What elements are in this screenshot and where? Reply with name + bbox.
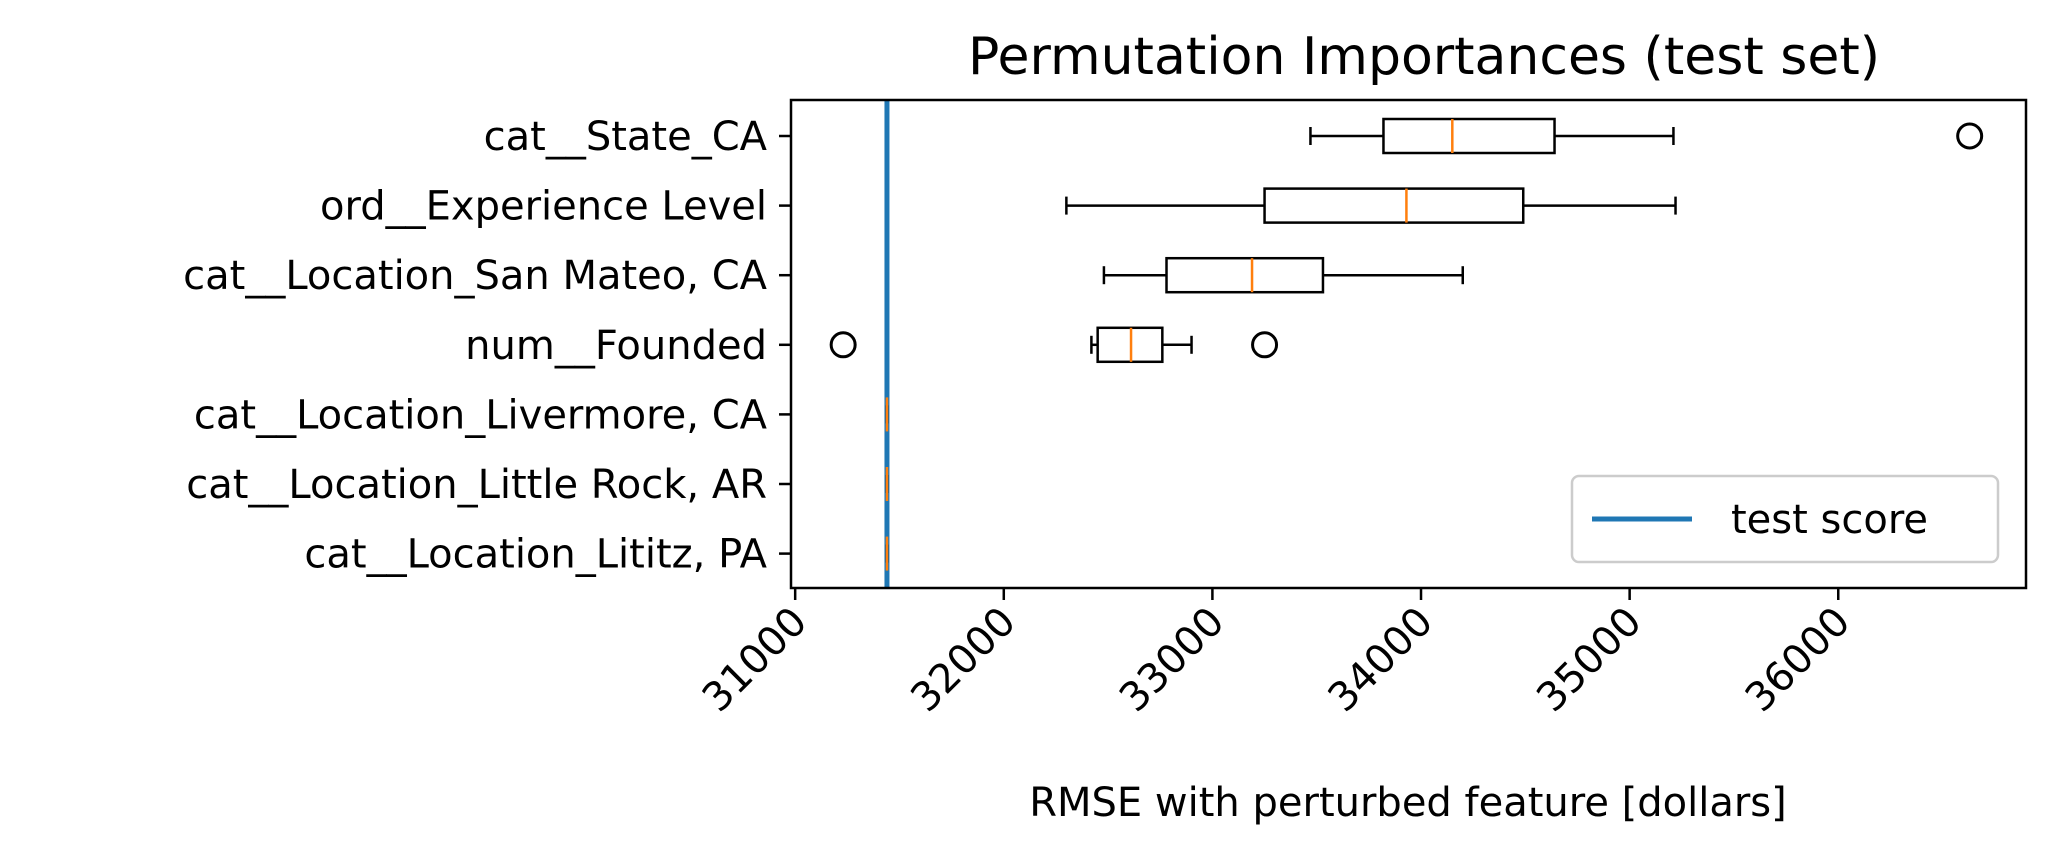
x-tick-label: 33000 [1111, 599, 1234, 722]
x-axis: 31000 32000 33000 34000 35000 36000 [694, 588, 1860, 722]
x-tick-label: 34000 [1320, 599, 1443, 722]
chart-marks [829, 100, 1984, 588]
y-tick-label: cat__Location_Livermore, CA [194, 392, 768, 438]
x-tick-label: 32000 [902, 599, 1025, 722]
outlier-point [1251, 331, 1279, 359]
x-tick-label: 35000 [1528, 599, 1651, 722]
y-tick-label: cat__Location_San Mateo, CA [183, 253, 767, 299]
legend-box [1570, 474, 2000, 564]
x-axis-label: RMSE with perturbed feature [dollars] [1029, 780, 1787, 826]
y-tick-label: cat__Location_Little Rock, AR [186, 462, 767, 508]
box-series-1 [1065, 187, 1677, 224]
outlier-point [1956, 122, 1984, 150]
y-tick-label: cat__Location_Lititz, PA [304, 532, 767, 578]
y-tick-label: cat__State_CA [484, 114, 768, 160]
box-iqr [1382, 117, 1556, 155]
chart-title: Permutation Importances (test set) [968, 27, 1880, 87]
y-tick-label: ord__Experience Level [320, 184, 767, 230]
x-tick-label: 31000 [694, 599, 817, 722]
box-iqr [1165, 256, 1325, 294]
box-series-2 [1102, 256, 1464, 294]
box-series-0 [1309, 117, 1984, 155]
y-axis: cat__State_CA ord__Experience Level cat__L… [183, 114, 791, 578]
legend: test score [1570, 474, 2000, 564]
y-tick-label: num__Founded [465, 323, 767, 369]
legend-label-test-score: test score [1731, 497, 1928, 543]
box-iqr [1263, 187, 1525, 224]
box-series-3 [829, 326, 1279, 364]
x-tick-label: 36000 [1737, 599, 1860, 722]
outlier-point [829, 331, 857, 359]
